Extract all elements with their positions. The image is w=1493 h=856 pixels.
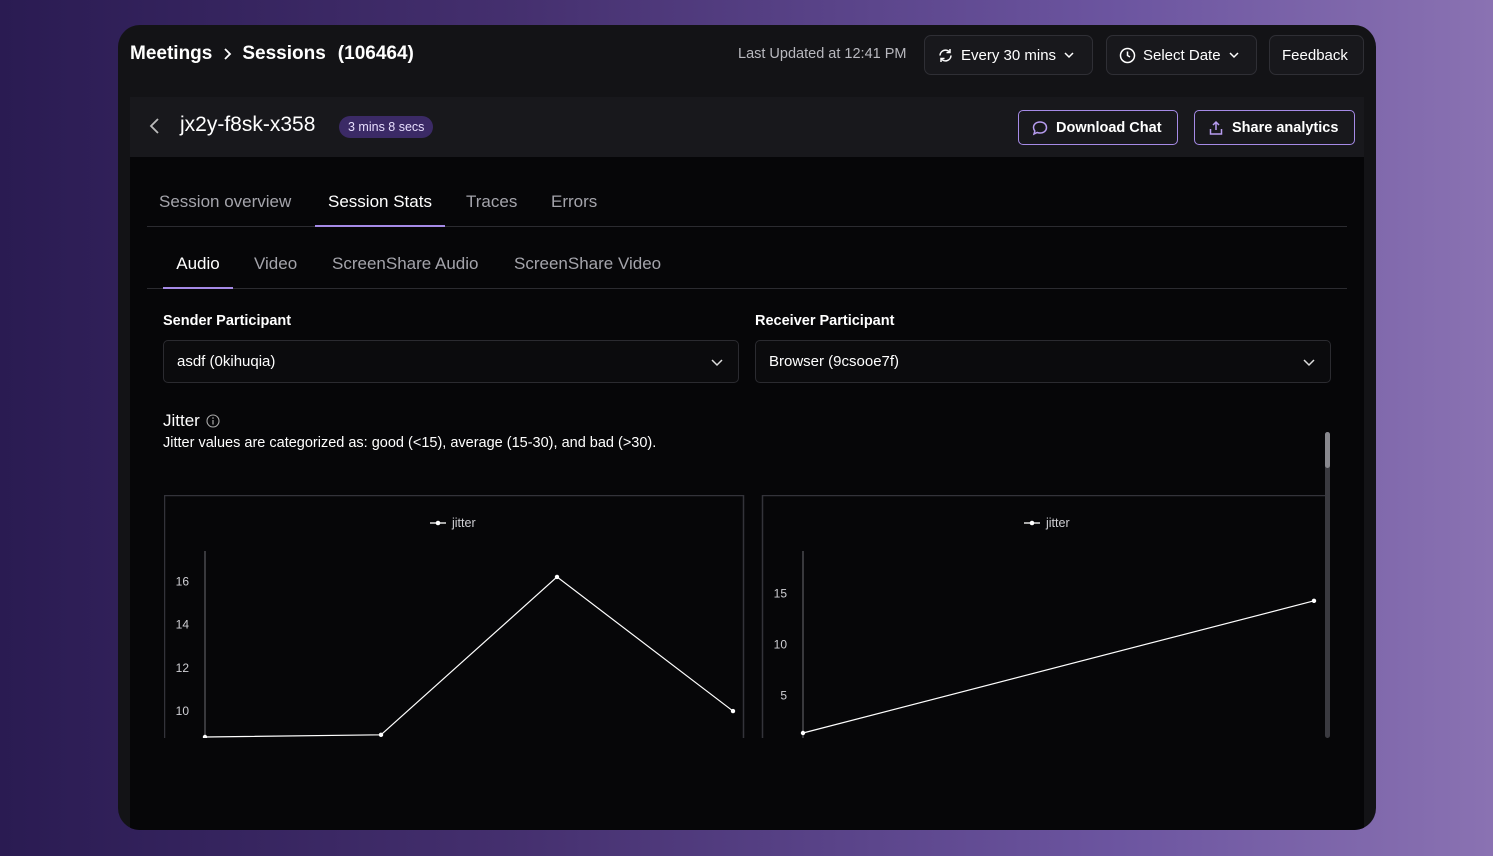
jitter-title: Jitter	[163, 411, 200, 430]
last-updated-text: Last Updated at 12:41 PM	[738, 46, 907, 62]
series-line-jitter-2	[802, 600, 1315, 734]
app-window: Meetings Sessions (106464) Last Updated …	[118, 25, 1376, 830]
chart-scrollbar-thumb[interactable]	[1325, 432, 1330, 468]
jitter-charts-svg: jitter 10 12 14 16 jitter 5 10 15	[164, 495, 1328, 738]
jitter-charts: jitter 10 12 14 16 jitter 5 10 15	[164, 495, 1328, 738]
share-analytics-label: Share analytics	[1232, 119, 1339, 136]
sender-participant-select[interactable]: asdf (0kihuqia)	[163, 340, 739, 383]
chevron-right-icon	[224, 48, 232, 60]
sender-participant-label: Sender Participant	[163, 313, 292, 329]
download-chat-label: Download Chat	[1056, 119, 1162, 136]
data-point	[202, 734, 208, 738]
jitter-description: Jitter values are categorized as: good (…	[163, 435, 657, 451]
receiver-participant-label: Receiver Participant	[755, 313, 895, 329]
download-chat-button[interactable]: Download Chat	[1018, 110, 1178, 145]
y-tick-label: 14	[176, 618, 190, 632]
series-line-jitter-1	[204, 576, 734, 738]
back-arrow-icon[interactable]	[144, 115, 166, 137]
y-tick-label: 15	[774, 587, 788, 601]
receiver-participant-select[interactable]: Browser (9csooe7f)	[755, 340, 1331, 383]
session-id: jx2y-f8sk-x358	[180, 113, 316, 136]
clock-icon	[1119, 47, 1136, 63]
select-date-label: Select Date	[1143, 46, 1221, 64]
duration-badge: 3 mins 8 secs	[339, 116, 434, 138]
chart-scrollbar-track[interactable]	[1325, 432, 1330, 738]
y-tick-label: 10	[176, 704, 190, 718]
tab-traces[interactable]: Traces	[466, 192, 518, 211]
y-tick-label: 12	[176, 661, 190, 675]
media-subtabs: Audio Video ScreenShare Audio ScreenShar…	[147, 249, 1347, 289]
y-tick-label: 10	[774, 638, 788, 652]
sender-participant-value: asdf (0kihuqia)	[177, 353, 276, 370]
chevron-down-icon	[1229, 52, 1239, 59]
subtab-audio[interactable]: Audio	[163, 249, 233, 289]
select-date-dropdown[interactable]: Select Date	[1106, 35, 1257, 75]
breadcrumb-sessions[interactable]: Sessions	[242, 43, 326, 64]
data-point	[730, 708, 736, 714]
subtab-video[interactable]: Video	[254, 254, 298, 273]
data-point	[800, 730, 806, 736]
receiver-participant-value: Browser (9csooe7f)	[769, 353, 900, 370]
chart-panel-2	[761, 495, 1328, 738]
y-tick-label: 16	[176, 574, 190, 588]
refresh-interval-label: Every 30 mins	[961, 46, 1057, 64]
data-point	[1311, 598, 1317, 604]
y-tick-label: 5	[780, 688, 787, 702]
data-point	[554, 574, 560, 580]
session-header: jx2y-f8sk-x358 3 mins 8 secs Download Ch…	[130, 97, 1364, 157]
chevron-down-icon	[1303, 359, 1315, 367]
legend-label-2: jitter	[1045, 516, 1070, 530]
refresh-icon	[939, 48, 952, 62]
legend-marker-1	[435, 520, 441, 526]
feedback-label: Feedback	[1282, 46, 1348, 64]
chevron-down-icon	[1064, 52, 1074, 59]
legend-label-1: jitter	[451, 516, 476, 530]
tab-session-stats[interactable]: Session Stats	[315, 187, 445, 227]
session-count: (106464)	[337, 43, 414, 64]
breadcrumb: Meetings Sessions (106464)	[130, 43, 414, 65]
tab-session-overview[interactable]: Session overview	[159, 192, 292, 211]
share-upload-icon	[1209, 120, 1223, 135]
info-icon[interactable]	[206, 414, 220, 428]
chart-panel-1	[164, 495, 745, 738]
feedback-button[interactable]: Feedback	[1269, 35, 1364, 75]
legend-marker-2	[1029, 520, 1035, 526]
tab-errors[interactable]: Errors	[551, 192, 598, 211]
session-content: jx2y-f8sk-x358 3 mins 8 secs Download Ch…	[130, 97, 1364, 830]
data-point	[378, 732, 384, 738]
main-tabs: Session overview Session Stats Traces Er…	[147, 187, 1347, 227]
top-bar: Meetings Sessions (106464) Last Updated …	[118, 25, 1376, 97]
share-analytics-button[interactable]: Share analytics	[1194, 110, 1355, 145]
subtab-screenshare-audio[interactable]: ScreenShare Audio	[332, 254, 479, 273]
subtab-screenshare-video[interactable]: ScreenShare Video	[514, 254, 662, 273]
chat-bubble-icon	[1032, 120, 1048, 135]
chevron-down-icon	[711, 359, 723, 367]
breadcrumb-meetings[interactable]: Meetings	[130, 43, 213, 64]
jitter-heading: Jitter	[163, 411, 220, 431]
refresh-interval-dropdown[interactable]: Every 30 mins	[924, 35, 1093, 75]
